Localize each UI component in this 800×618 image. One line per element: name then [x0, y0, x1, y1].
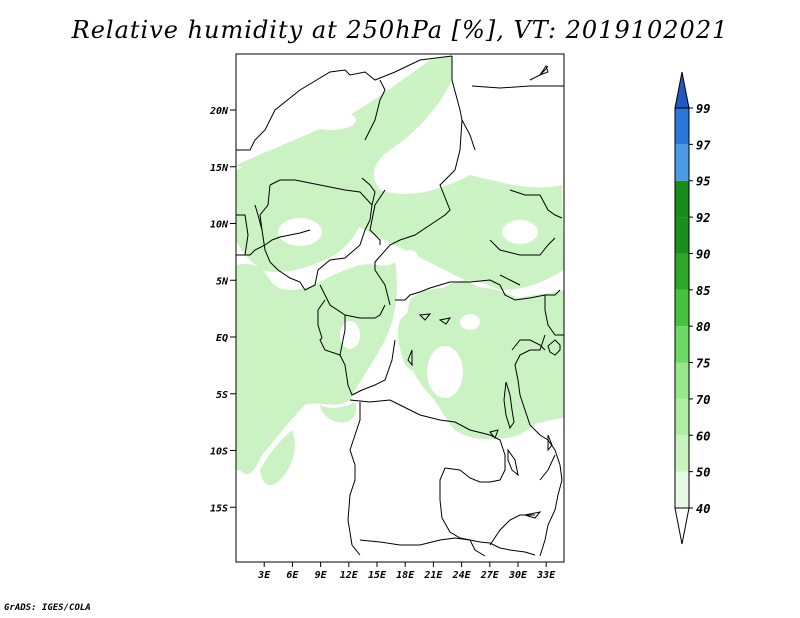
colorbar-label: 60 [696, 429, 710, 443]
lat-tick-label: 20N [209, 106, 229, 117]
lon-tick-label: 9E [315, 570, 328, 581]
lon-tick-label: 15E [368, 570, 387, 581]
country-borders [236, 55, 564, 557]
lat-tick-label: EQ [216, 333, 228, 344]
colorbar-outline [674, 107, 690, 509]
lon-tick-label: 6E [286, 570, 299, 581]
lat-tick-label: 5N [216, 276, 229, 287]
lon-tick-label: 33E [536, 570, 556, 581]
lon-tick-label: 27E [480, 570, 500, 581]
map-frame [235, 53, 565, 563]
lon-tick-label: 30E [508, 570, 528, 581]
lakes [407, 64, 561, 519]
colorbar-segment [675, 326, 689, 363]
lon-tick-label: 3E [257, 570, 271, 581]
lon-tick-label: 12E [340, 570, 359, 581]
colorbar-label: 95 [696, 175, 710, 189]
colorbar-segment [675, 180, 689, 218]
colorbar-top-arrow [674, 71, 690, 109]
colorbar-segment [675, 435, 689, 472]
colorbar-segment [675, 144, 689, 181]
colorbar: 40 50 60 70 75 80 85 90 92 95 97 99 [674, 71, 711, 545]
colorbar-segment [675, 108, 689, 145]
colorbar-bottom-arrow [674, 507, 690, 545]
colorbar-label: 97 [696, 138, 711, 152]
colorbar-label: 70 [696, 393, 710, 407]
longitude-axis: 3E 6E 9E 12E 15E 18E 21E 24E 27E 30E 33E [257, 562, 556, 581]
lat-tick-label: 15N [210, 163, 229, 174]
lat-tick-label: 10N [210, 220, 229, 231]
colorbar-segment [675, 362, 689, 399]
colorbar-segment [675, 471, 689, 508]
colorbar-label: 90 [696, 247, 710, 261]
colorbar-segment [675, 398, 689, 436]
chart-title: Relative humidity at 250hPa [%], VT: 201… [71, 16, 729, 44]
colorbar-segment [675, 289, 689, 327]
colorbar-label: 99 [696, 102, 710, 116]
colorbar-label: 80 [696, 320, 710, 334]
colorbar-label: 85 [696, 284, 710, 298]
humidity-shading [236, 56, 564, 486]
colorbar-label: 92 [696, 211, 710, 225]
lon-tick-label: 18E [396, 570, 415, 581]
lon-tick-label: 24E [452, 570, 472, 581]
lon-tick-label: 21E [423, 570, 443, 581]
lat-tick-label: 15S [210, 503, 228, 514]
lat-tick-label: 10S [210, 447, 228, 458]
grads-credit: GrADS: IGES/COLA [4, 603, 91, 613]
colorbar-label: 40 [696, 502, 710, 516]
colorbar-segment [675, 217, 689, 254]
latitude-axis: 20N 15N 10N 5N EQ 5S 10S 15S [209, 106, 236, 514]
lat-tick-label: 5S [216, 390, 228, 401]
colorbar-label: 50 [696, 466, 710, 480]
colorbar-segment [675, 253, 689, 290]
colorbar-label: 75 [696, 357, 710, 371]
